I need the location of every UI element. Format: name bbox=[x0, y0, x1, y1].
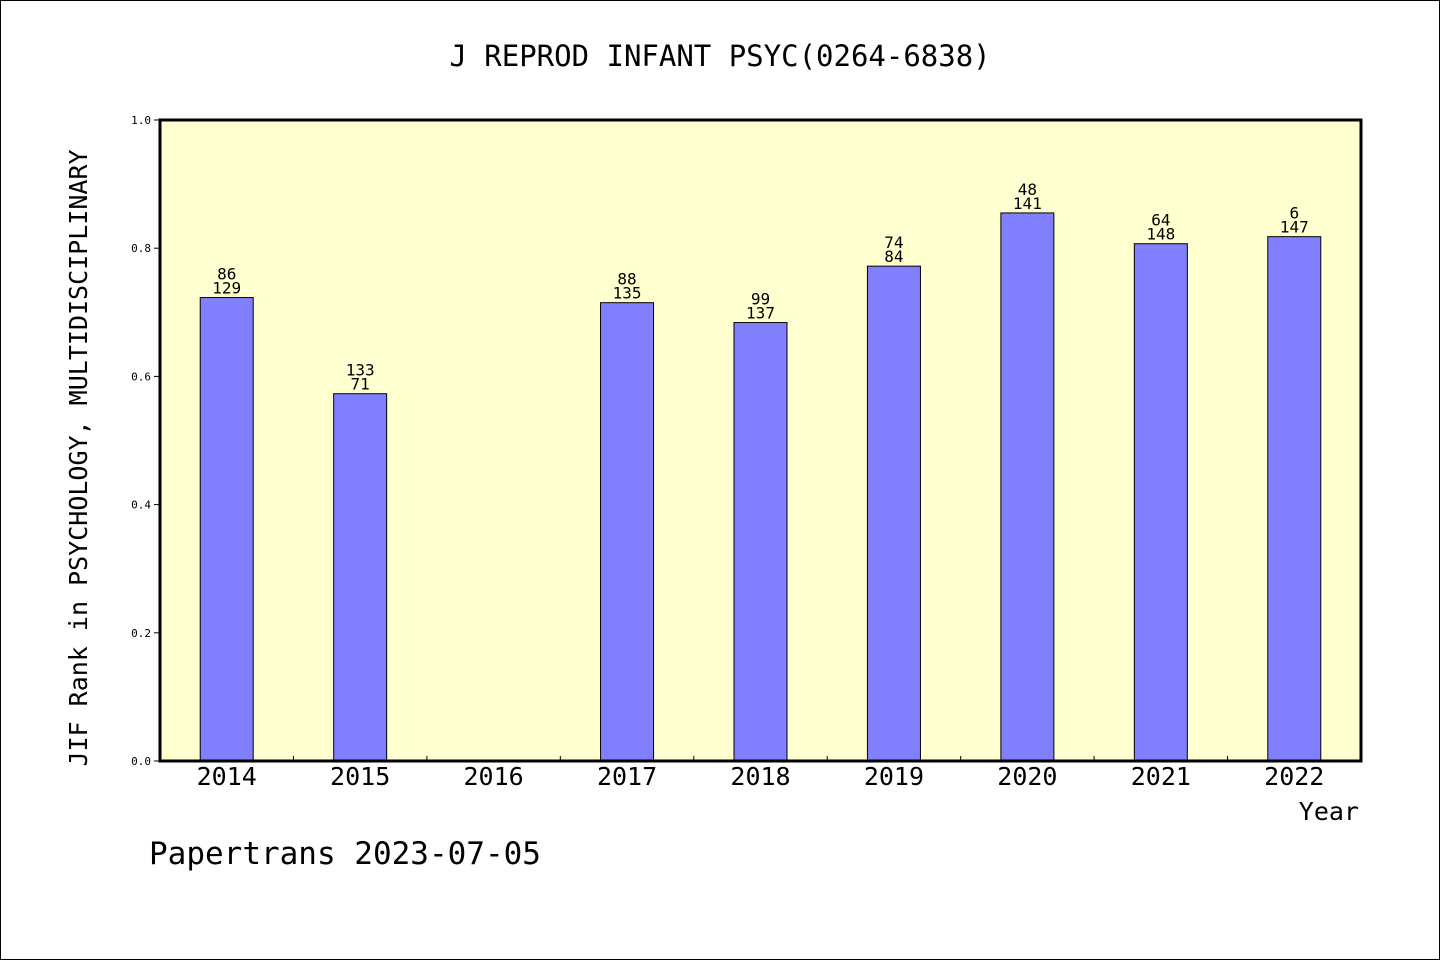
x-axis: 2014 2015 2016 2017 2018 2019 2020 2021 2022 bbox=[197, 756, 1324, 791]
x-tick-label-2022: 2022 bbox=[1264, 762, 1324, 791]
x-tick-label-2015: 2015 bbox=[330, 762, 390, 791]
bar-label-top-2021: 64 bbox=[1151, 211, 1170, 230]
bar-label-top-2022: 6 bbox=[1289, 204, 1299, 223]
bar-label-top-2020: 48 bbox=[1018, 180, 1037, 199]
x-tick-label-2016: 2016 bbox=[464, 762, 524, 791]
x-tick-label-2017: 2017 bbox=[597, 762, 657, 791]
bar-label-top-2017: 88 bbox=[617, 270, 636, 289]
bars-group bbox=[199, 212, 1322, 762]
bar-2022 bbox=[1267, 236, 1322, 762]
y-tick-label-0.6: 0.6 bbox=[131, 370, 151, 383]
y-tick-label-0.0: 0.0 bbox=[131, 755, 151, 768]
bar-2017 bbox=[600, 302, 655, 762]
bar-label-bottom-2015: 71 bbox=[351, 375, 370, 394]
y-tick-label-0.8: 0.8 bbox=[131, 242, 151, 255]
footer-credit: Papertrans 2023-07-05 bbox=[149, 836, 541, 872]
bar-label-top-2018: 99 bbox=[751, 290, 770, 309]
bar-label-top-2015: 133 bbox=[346, 361, 375, 380]
bar-label-bottom-2019: 84 bbox=[884, 247, 903, 266]
bar-2018 bbox=[733, 322, 788, 762]
y-axis: 0.0 0.2 0.4 0.6 0.8 1.0 bbox=[131, 114, 160, 768]
x-tick-label-2021: 2021 bbox=[1131, 762, 1191, 791]
bar-2019 bbox=[866, 265, 921, 762]
bar-label-bottom-2017: 135 bbox=[613, 284, 642, 303]
bar-label-bottom-2022: 147 bbox=[1280, 218, 1309, 237]
x-tick-label-2018: 2018 bbox=[730, 762, 790, 791]
bar-label-top-2019: 74 bbox=[884, 233, 903, 252]
x-tick-label-2020: 2020 bbox=[997, 762, 1057, 791]
bar-2014 bbox=[199, 297, 254, 762]
bar-label-bottom-2021: 148 bbox=[1146, 225, 1175, 244]
bar-label-bottom-2014: 129 bbox=[212, 279, 241, 298]
x-tick-label-2014: 2014 bbox=[197, 762, 257, 791]
plot-border bbox=[158, 118, 1363, 763]
y-tick-label-0.2: 0.2 bbox=[131, 627, 151, 640]
x-tick-label-2019: 2019 bbox=[864, 762, 924, 791]
y-tick-label-1.0: 1.0 bbox=[131, 114, 151, 127]
bar-2021 bbox=[1133, 243, 1188, 762]
y-axis-label: JIF Rank in PSYCHOLOGY, MULTIDISCIPLINAR… bbox=[64, 149, 93, 766]
chart-title: J REPROD INFANT PSYC(0264-6838) bbox=[449, 39, 990, 73]
y-tick-label-0.4: 0.4 bbox=[131, 499, 151, 512]
bar-label-top-2014: 86 bbox=[217, 265, 236, 284]
bar-2020 bbox=[1000, 212, 1055, 762]
bar-label-bottom-2018: 137 bbox=[746, 304, 775, 323]
x-axis-label: Year bbox=[1299, 797, 1359, 826]
bar-label-bottom-2020: 141 bbox=[1013, 194, 1042, 213]
bar-2015 bbox=[333, 393, 388, 762]
